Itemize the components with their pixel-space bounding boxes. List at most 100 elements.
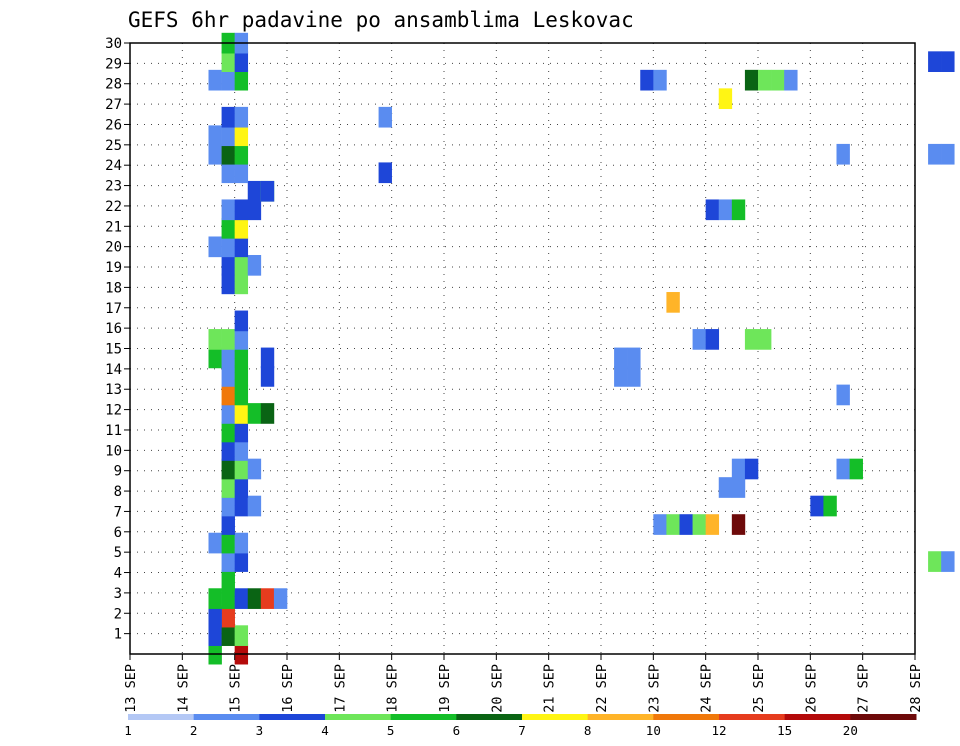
data-cell bbox=[705, 199, 720, 221]
data-cell bbox=[221, 162, 235, 184]
colorbar-swatch bbox=[390, 714, 457, 720]
colorbar-swatch bbox=[587, 714, 654, 720]
data-cell bbox=[221, 69, 235, 91]
data-cell bbox=[221, 106, 235, 128]
data-cell bbox=[221, 51, 235, 72]
data-cell bbox=[234, 162, 249, 184]
data-cell bbox=[941, 551, 955, 572]
colorbar: 1 2 3 4 5 6 7 8 10 12 15 20 bbox=[124, 714, 917, 738]
data-cell bbox=[221, 477, 235, 498]
data-cell bbox=[234, 143, 249, 165]
data-cell bbox=[221, 273, 235, 295]
y-tick-label: 6 bbox=[114, 525, 122, 541]
chart-title: GEFS 6hr padavine po ansamblima Leskovac bbox=[128, 8, 634, 32]
data-cell bbox=[221, 236, 235, 258]
x-axis: 13 SEP 14 SEP 15 SEP 16 SEP 17 SEP 18 SEP 19 S… bbox=[123, 654, 924, 713]
data-cell bbox=[247, 403, 262, 424]
data-cell bbox=[627, 347, 641, 369]
y-tick-label: 4 bbox=[114, 566, 122, 582]
data-cell bbox=[234, 477, 249, 498]
data-cell bbox=[208, 588, 222, 609]
y-tick-label: 18 bbox=[105, 280, 122, 296]
x-tick-label: 22 SEP bbox=[594, 664, 610, 713]
data-cell bbox=[247, 495, 262, 517]
data-cell bbox=[666, 514, 680, 535]
data-cell bbox=[771, 69, 785, 91]
data-cell bbox=[208, 125, 222, 147]
data-cell bbox=[221, 366, 235, 387]
colorbar-swatch bbox=[456, 714, 523, 720]
data-cell bbox=[208, 69, 222, 91]
data-cell bbox=[221, 384, 235, 406]
data-cell bbox=[810, 495, 824, 517]
data-cell bbox=[234, 384, 249, 406]
data-cell bbox=[221, 125, 235, 147]
y-tick-label: 9 bbox=[114, 464, 122, 480]
data-cell bbox=[260, 180, 275, 202]
data-cell bbox=[666, 292, 680, 313]
data-cell bbox=[731, 458, 746, 480]
data-cell bbox=[208, 143, 222, 165]
y-tick-label: 25 bbox=[105, 138, 122, 154]
data-cell bbox=[221, 495, 235, 517]
colorbar-swatch bbox=[719, 714, 786, 720]
data-cell bbox=[234, 532, 249, 554]
x-tick-label: 15 SEP bbox=[228, 664, 244, 713]
colorbar-label: 6 bbox=[453, 723, 461, 738]
y-tick-label: 30 bbox=[105, 36, 122, 52]
data-cell bbox=[849, 458, 863, 480]
data-cell bbox=[247, 588, 262, 609]
data-cell bbox=[221, 458, 235, 480]
data-cell bbox=[836, 143, 850, 165]
data-cell bbox=[744, 69, 759, 91]
data-cell bbox=[260, 347, 275, 369]
data-cell bbox=[234, 69, 249, 91]
data-cell bbox=[941, 143, 955, 165]
data-cell bbox=[653, 514, 667, 535]
data-cell bbox=[731, 477, 746, 498]
x-tick-label: 28 SEP bbox=[908, 664, 924, 713]
x-tick-label: 17 SEP bbox=[332, 664, 348, 713]
data-cell bbox=[221, 551, 235, 572]
data-cell bbox=[836, 384, 850, 406]
colorbar-swatch bbox=[784, 714, 851, 720]
data-cell bbox=[731, 199, 746, 221]
data-cell bbox=[234, 421, 249, 443]
colorbar-swatch bbox=[128, 714, 195, 720]
x-tick-label: 26 SEP bbox=[803, 664, 819, 713]
x-tick-label: 16 SEP bbox=[280, 664, 296, 713]
data-cell bbox=[718, 199, 733, 221]
data-cell bbox=[234, 551, 249, 572]
data-cell bbox=[221, 199, 235, 221]
data-cell bbox=[928, 143, 942, 165]
data-cell bbox=[378, 162, 392, 184]
data-cell bbox=[718, 88, 733, 110]
data-cell bbox=[614, 366, 628, 387]
y-tick-label: 16 bbox=[105, 321, 122, 337]
x-tick-label: 24 SEP bbox=[699, 664, 715, 713]
y-tick-label: 20 bbox=[105, 240, 122, 256]
data-cell bbox=[234, 625, 249, 646]
y-tick-label: 8 bbox=[114, 484, 122, 500]
data-cell bbox=[234, 440, 249, 461]
data-cell bbox=[221, 514, 235, 535]
y-tick-label: 10 bbox=[105, 443, 122, 459]
colorbar-label: 12 bbox=[711, 723, 726, 738]
y-tick-label: 2 bbox=[114, 606, 122, 622]
y-tick-label: 27 bbox=[105, 97, 122, 113]
data-cell bbox=[234, 125, 249, 147]
colorbar-swatch bbox=[325, 714, 392, 720]
colorbar-label: 8 bbox=[584, 723, 592, 738]
y-tick-label: 3 bbox=[114, 586, 122, 602]
x-tick-label: 13 SEP bbox=[123, 664, 139, 713]
colorbar-label: 20 bbox=[843, 723, 858, 738]
data-cell bbox=[260, 366, 275, 387]
colorbar-label: 10 bbox=[646, 723, 661, 738]
colorbar-label: 7 bbox=[518, 723, 526, 738]
data-cell bbox=[731, 514, 746, 535]
colorbar-swatch bbox=[850, 714, 917, 720]
data-cell bbox=[208, 532, 222, 554]
data-cell bbox=[234, 588, 249, 609]
colorbar-label: 4 bbox=[321, 723, 329, 738]
